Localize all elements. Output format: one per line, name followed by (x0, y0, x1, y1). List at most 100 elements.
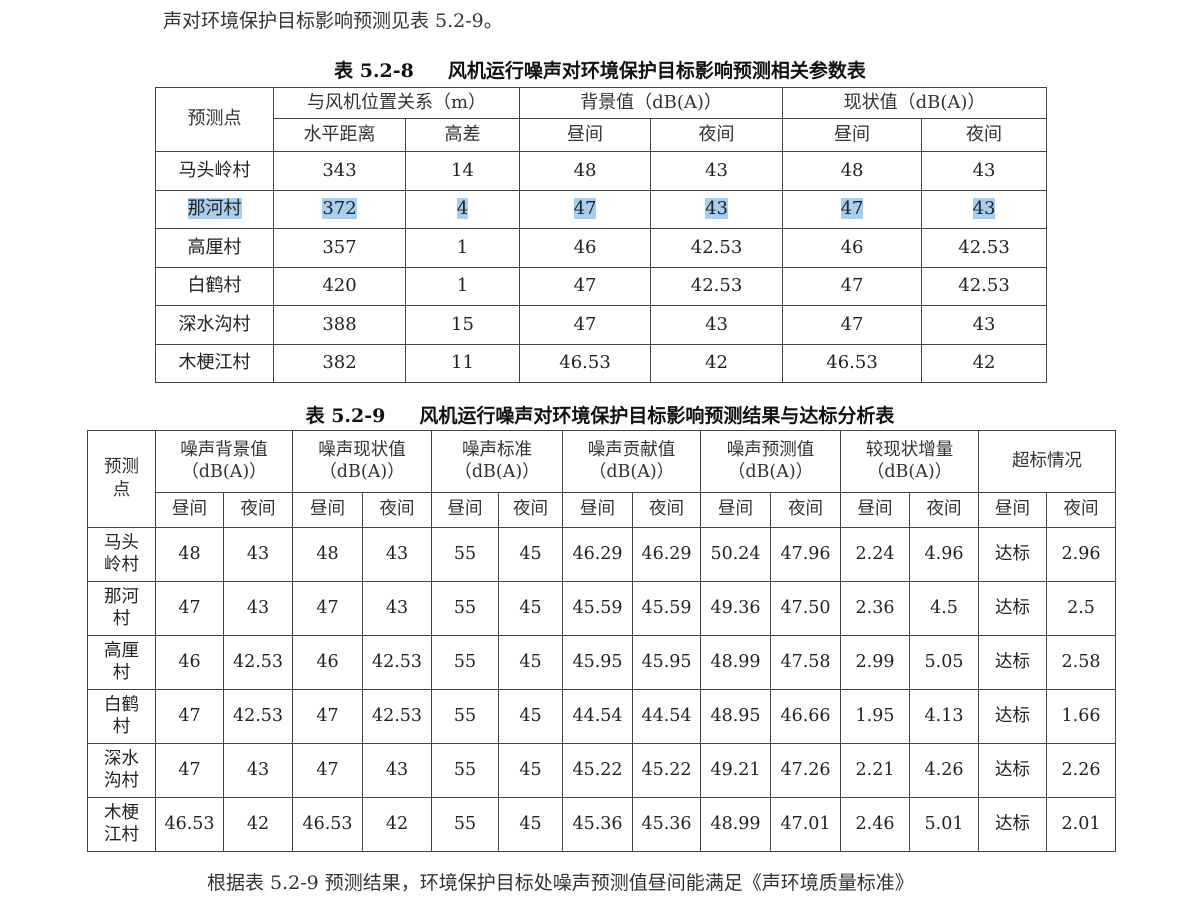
cell-value: 47 (573, 275, 597, 296)
cell-value: 45.22 (572, 759, 623, 780)
table-row: 木梗江村 382 11 46.53 42 46.53 42 (155, 343, 1048, 383)
cell-value: 5.05 (924, 651, 964, 672)
value-cell: 45.95 (632, 635, 702, 690)
header-point: 预测点 (155, 87, 274, 152)
cell-value: 47 (178, 759, 201, 780)
value-cell: 达标 (978, 527, 1048, 582)
value-cell: 46.66 (770, 689, 842, 744)
value-cell: 47.01 (770, 797, 842, 852)
value-cell: 1 (404, 228, 521, 268)
value-cell: 43 (921, 151, 1048, 191)
table2-caption: 表 5.2-9 风机运行噪声对环境保护目标影响预测结果与达标分析表 (0, 401, 1200, 428)
header-current-night: 夜间 (921, 118, 1048, 152)
cell-value: 343 (322, 159, 357, 181)
cell-value: 49.36 (710, 597, 761, 618)
cell-value: 4.13 (924, 705, 964, 726)
cell-value: 42 (385, 813, 409, 834)
cell-value: 47.26 (780, 759, 831, 780)
value-cell: 46.53 (155, 797, 224, 852)
cell-value: 50.24 (710, 543, 761, 564)
value-cell: 42 (921, 343, 1048, 383)
value-cell: 44.54 (632, 689, 702, 744)
village-name: 马头岭村 (104, 532, 139, 576)
value-cell: 49.36 (700, 581, 772, 636)
value-cell: 47 (155, 689, 224, 744)
table1-title: 风机运行噪声对环境保护目标影响预测相关参数表 (447, 60, 866, 82)
value-cell: 2.26 (1046, 743, 1117, 798)
value-cell: 45.95 (562, 635, 634, 690)
value-cell: 43 (650, 305, 784, 345)
value-cell: 47.50 (770, 581, 842, 636)
value-cell: 49.21 (700, 743, 772, 798)
header-group: 噪声预测值 （dB(A)） (700, 430, 842, 493)
cell-value: 43 (385, 759, 409, 780)
header-group-name: 噪声背景值 (180, 439, 268, 460)
village-name: 白鹤村 (187, 275, 242, 296)
village-name-cell: 木梗江村 (155, 343, 274, 383)
cell-value: 46.53 (302, 813, 353, 834)
header-night: 夜间 (632, 492, 702, 528)
cell-value: 45 (519, 759, 542, 780)
cell-value: 47.96 (780, 543, 831, 564)
value-cell: 4 (404, 189, 521, 229)
value-cell: 46.53 (519, 343, 652, 383)
value-cell: 48 (519, 151, 652, 191)
value-cell: 47 (782, 189, 923, 229)
value-cell: 45.36 (562, 797, 634, 852)
value-cell: 45 (497, 527, 564, 582)
cell-value: 43 (972, 159, 996, 181)
value-cell: 47 (519, 266, 652, 306)
village-name-cell: 深水沟村 (87, 743, 156, 798)
value-cell: 42 (223, 797, 293, 852)
value-cell: 45 (497, 635, 564, 690)
header-group-unit: （dB(A)） (866, 461, 953, 482)
cell-value: 4.5 (930, 597, 958, 618)
cell-value: 42.53 (232, 651, 284, 672)
cell-value: 达标 (995, 813, 1031, 834)
village-name-cell: 高厘村 (87, 635, 156, 690)
cell-value: 45 (519, 597, 542, 618)
cell-value: 11 (451, 352, 474, 373)
village-name: 木梗江村 (104, 802, 139, 846)
cell-value: 2.36 (855, 597, 895, 618)
value-cell: 47 (782, 305, 923, 345)
table-row: 马头岭村 343 14 48 43 48 43 (155, 151, 1048, 191)
value-cell: 45.22 (632, 743, 702, 798)
cell-value: 46.53 (826, 352, 878, 373)
header-group-name: 噪声标准 (462, 439, 532, 460)
cell-value: 47 (178, 705, 201, 726)
header-current: 现状值（dB(A)） (782, 87, 1048, 119)
value-cell: 47 (155, 743, 224, 798)
value-cell: 48 (292, 527, 363, 582)
cell-value: 55 (453, 813, 477, 834)
intro-paragraph: 声对环境保护目标影响预测见表 5.2-9。 (163, 10, 503, 32)
value-cell: 2.36 (840, 581, 911, 636)
header-night: 夜间 (909, 492, 980, 528)
value-cell: 48 (782, 151, 923, 191)
cell-value: 达标 (995, 651, 1031, 672)
value-cell: 达标 (978, 689, 1048, 744)
value-cell: 45 (497, 581, 564, 636)
value-cell: 42 (650, 343, 784, 383)
cell-value: 43 (385, 543, 409, 564)
cell-value: 49.21 (710, 759, 761, 780)
cell-value: 43 (972, 313, 996, 335)
value-cell: 420 (273, 266, 406, 306)
cell-value: 1 (456, 236, 469, 258)
cell-value: 43 (972, 198, 996, 219)
cell-value: 47 (840, 313, 864, 335)
value-cell: 47 (155, 581, 224, 636)
header-background-day: 昼间 (519, 118, 652, 152)
cell-value: 420 (322, 275, 357, 296)
village-name-cell: 木梗江村 (87, 797, 156, 852)
village-name: 白鹤村 (104, 694, 139, 738)
cell-value: 47 (573, 198, 597, 219)
table-row: 高厘村 357 1 46 42.53 46 42.53 (155, 228, 1048, 268)
table-row: 深水沟村 388 15 47 43 47 43 (155, 305, 1048, 345)
cell-value: 42 (972, 352, 996, 373)
header-night: 夜间 (223, 492, 293, 528)
value-cell: 43 (650, 151, 784, 191)
cell-value: 388 (322, 313, 357, 335)
value-cell: 43 (223, 581, 293, 636)
cell-value: 45 (519, 705, 542, 726)
